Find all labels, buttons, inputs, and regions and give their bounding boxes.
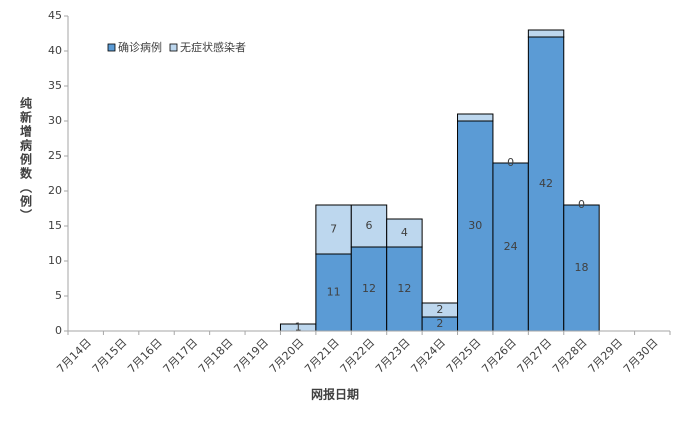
data-label: 18 bbox=[574, 261, 588, 274]
bar-segment bbox=[563, 204, 600, 332]
y-tick-label: 25 bbox=[48, 149, 62, 162]
x-tick-label: 7月17日 bbox=[161, 336, 201, 376]
x-tick-label: 7月20日 bbox=[267, 336, 307, 376]
data-label: 2 bbox=[436, 317, 443, 330]
y-tick-label: 0 bbox=[55, 324, 62, 337]
data-label: 24 bbox=[504, 240, 518, 253]
y-tick-label: 20 bbox=[48, 184, 62, 197]
bar-segment bbox=[350, 204, 388, 248]
x-tick-label: 7月30日 bbox=[621, 336, 661, 376]
x-tick-label: 7月27日 bbox=[515, 336, 555, 376]
y-tick-label: 5 bbox=[55, 289, 62, 302]
bar-segment bbox=[527, 36, 565, 332]
data-label: 6 bbox=[366, 219, 373, 232]
data-label: 4 bbox=[401, 226, 408, 239]
data-label: 11 bbox=[327, 286, 341, 299]
data-label: 42 bbox=[539, 177, 553, 190]
legend-swatch bbox=[169, 43, 178, 52]
data-label: 12 bbox=[362, 282, 376, 295]
y-tick-label: 40 bbox=[48, 44, 62, 57]
x-tick-label: 7月19日 bbox=[231, 336, 271, 376]
bar-segment bbox=[492, 162, 529, 332]
x-tick-label: 7月24日 bbox=[408, 336, 448, 376]
x-tick-label: 7月18日 bbox=[196, 336, 236, 376]
x-tick-label: 7月22日 bbox=[338, 336, 378, 376]
x-tick-label: 7月29日 bbox=[586, 336, 626, 376]
legend-swatch bbox=[107, 43, 116, 52]
data-label: 2 bbox=[436, 303, 443, 316]
legend-label: 确诊病例 bbox=[118, 40, 162, 54]
data-label: 1 bbox=[295, 321, 302, 334]
y-tick-label: 15 bbox=[48, 219, 62, 232]
x-tick-label: 7月28日 bbox=[550, 336, 590, 376]
data-label: 0 bbox=[578, 198, 585, 211]
y-tick-label: 30 bbox=[48, 114, 62, 127]
data-label: 0 bbox=[507, 156, 514, 169]
bar-segment bbox=[457, 113, 494, 122]
bar-segment bbox=[386, 218, 423, 248]
data-label: 12 bbox=[397, 282, 411, 295]
y-axis-label: 纯新增病例数（例） bbox=[19, 96, 33, 223]
bar-segment bbox=[386, 246, 423, 332]
bar-segment bbox=[457, 120, 494, 332]
data-label: 30 bbox=[468, 219, 482, 232]
y-tick-label: 35 bbox=[48, 79, 62, 92]
x-tick-label: 7月25日 bbox=[444, 336, 484, 376]
x-tick-label: 7月21日 bbox=[302, 336, 342, 376]
y-tick-label: 45 bbox=[48, 9, 62, 22]
y-tick-label: 10 bbox=[48, 254, 62, 267]
x-tick-label: 7月15日 bbox=[90, 336, 130, 376]
x-axis-label: 网报日期 bbox=[311, 387, 359, 402]
data-label: 7 bbox=[330, 223, 337, 236]
x-tick-label: 7月14日 bbox=[54, 336, 94, 376]
x-tick-label: 7月23日 bbox=[373, 336, 413, 376]
bar-segment bbox=[527, 29, 565, 38]
x-tick-label: 7月26日 bbox=[479, 336, 519, 376]
bar-segment bbox=[315, 204, 352, 255]
legend-label: 无症状感染者 bbox=[180, 40, 246, 54]
x-tick-label: 7月16日 bbox=[125, 336, 165, 376]
